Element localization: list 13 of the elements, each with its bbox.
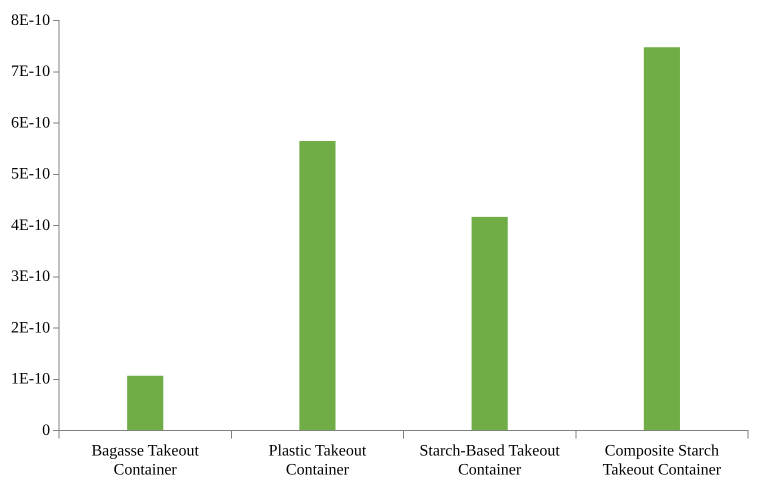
y-tick-label: 3E-10: [10, 268, 50, 286]
x-tick-label: Starch-Based Takeout Container: [420, 442, 560, 479]
y-tick-label: 5E-10: [10, 166, 50, 183]
y-tick-label: 1E-10: [10, 370, 50, 388]
y-tick-label: 6E-10: [10, 114, 50, 132]
y-tick-label: 0: [42, 422, 50, 439]
y-tick-label: 7E-10: [10, 63, 50, 80]
y-tick-label: 2E-10: [10, 319, 50, 336]
y-tick-label: 4E-10: [10, 216, 50, 234]
x-tick-label: Plastic Takeout Container: [268, 442, 367, 479]
x-tick-label: Bagasse Takeout Container: [91, 442, 200, 479]
x-tick-label: Composite Starch Takeout Container: [602, 442, 722, 479]
y-tick-label: 8E-10: [10, 12, 50, 29]
